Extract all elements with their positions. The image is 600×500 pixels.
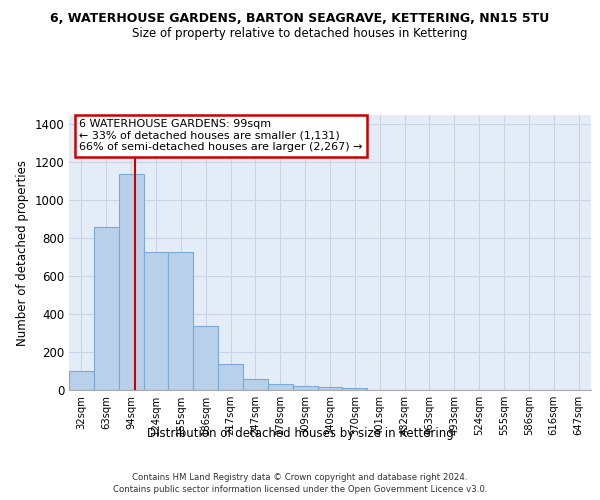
Bar (317, 386, 343, 390)
Text: 6, WATERHOUSE GARDENS, BARTON SEAGRAVE, KETTERING, NN15 5TU: 6, WATERHOUSE GARDENS, BARTON SEAGRAVE, … (50, 12, 550, 26)
Text: 6 WATERHOUSE GARDENS: 99sqm
← 33% of detached houses are smaller (1,131)
66% of : 6 WATERHOUSE GARDENS: 99sqm ← 33% of det… (79, 119, 363, 152)
Text: Contains HM Land Registry data © Crown copyright and database right 2024.: Contains HM Land Registry data © Crown c… (132, 472, 468, 482)
Bar (218, 364, 243, 390)
Bar (69, 371, 94, 390)
Bar (268, 384, 293, 390)
Bar (119, 174, 143, 390)
Bar (193, 326, 218, 390)
Text: Contains public sector information licensed under the Open Government Licence v3: Contains public sector information licen… (113, 485, 487, 494)
Text: Distribution of detached houses by size in Kettering: Distribution of detached houses by size … (146, 428, 454, 440)
Bar (293, 386, 317, 390)
Bar (94, 227, 119, 390)
Bar (243, 379, 268, 390)
Bar (143, 252, 169, 390)
Text: Size of property relative to detached houses in Kettering: Size of property relative to detached ho… (132, 28, 468, 40)
Bar (169, 252, 193, 390)
Bar (343, 388, 367, 390)
Y-axis label: Number of detached properties: Number of detached properties (16, 160, 29, 346)
